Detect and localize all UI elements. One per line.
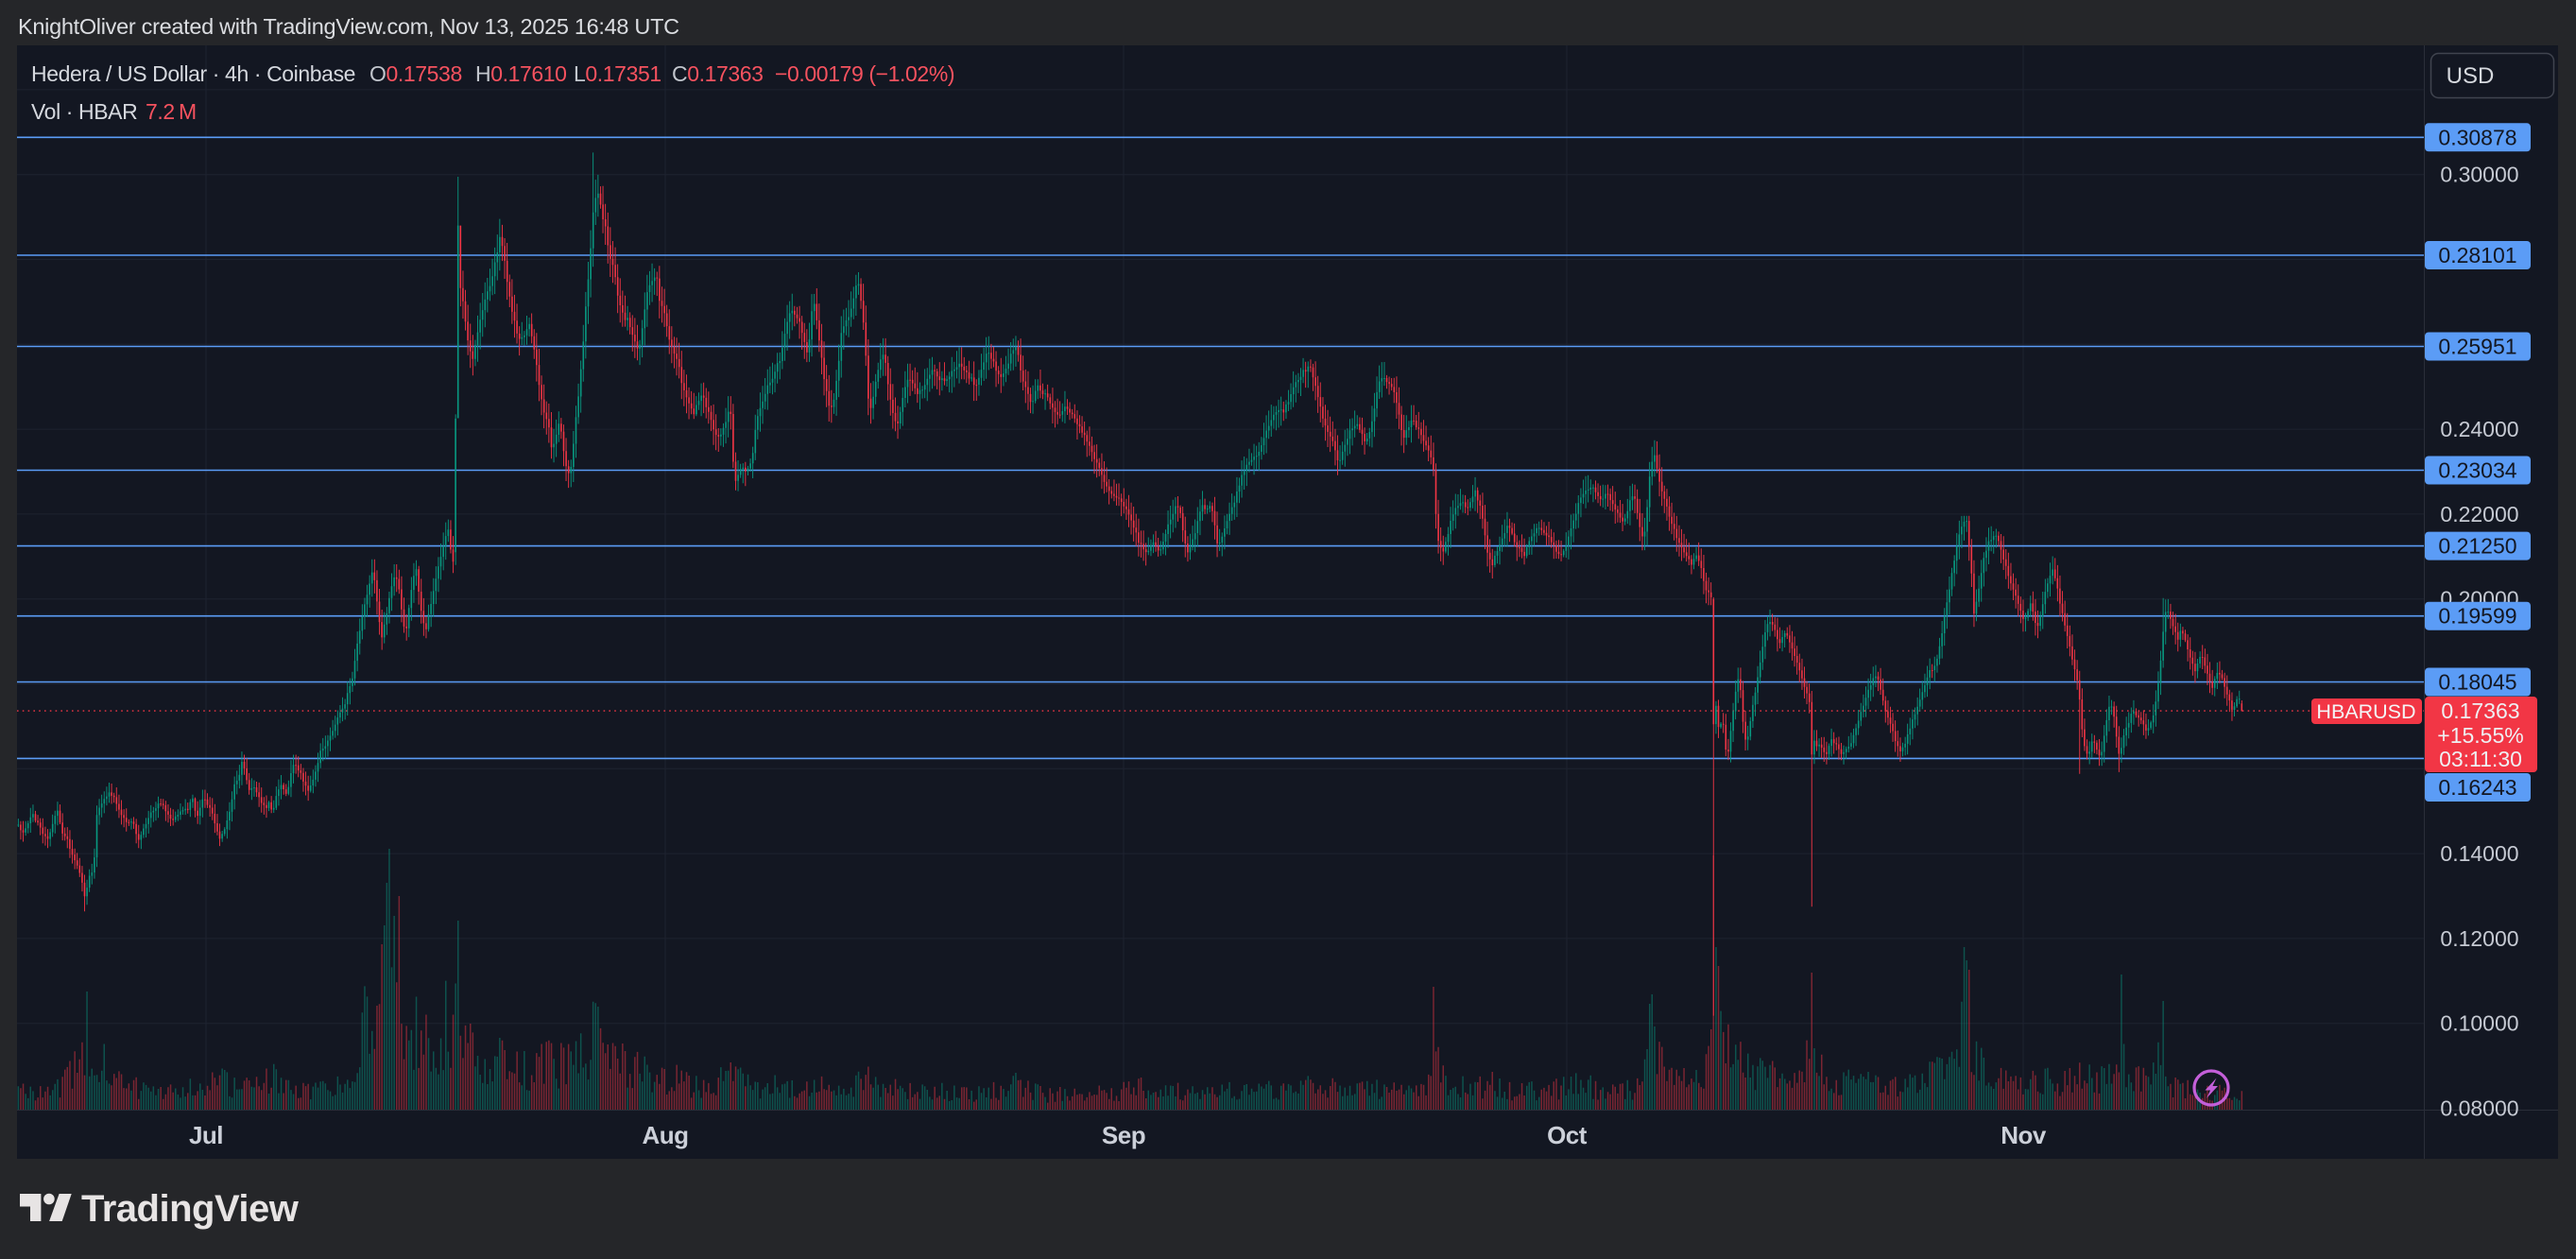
svg-text:Jul: Jul [189,1121,223,1149]
svg-text:0.19599: 0.19599 [2438,604,2516,629]
svg-text:Oct: Oct [1547,1121,1588,1149]
svg-text:0.17363: 0.17363 [2441,698,2519,723]
svg-text:Sep: Sep [1102,1121,1145,1149]
svg-text:0.25951: 0.25951 [2438,335,2516,359]
svg-text:03:11:30: 03:11:30 [2439,747,2522,771]
svg-text:0.08000: 0.08000 [2440,1096,2518,1121]
svg-text:0.24000: 0.24000 [2440,417,2518,441]
svg-text:C0.17363: C0.17363 [672,61,764,86]
svg-text:0.14000: 0.14000 [2440,841,2518,866]
svg-text:Aug: Aug [642,1121,688,1149]
svg-text:0.23034: 0.23034 [2438,458,2516,483]
svg-text:Vol · HBAR: Vol · HBAR [31,99,137,124]
svg-text:Nov: Nov [2001,1121,2047,1149]
svg-text:L0.17351: L0.17351 [574,61,661,86]
svg-text:0.18045: 0.18045 [2438,670,2516,695]
svg-text:+15.55%: +15.55% [2437,723,2523,748]
svg-text:−0.00179 (−1.02%): −0.00179 (−1.02%) [775,61,954,86]
svg-text:USD: USD [2447,63,2495,89]
svg-text:Hedera / US Dollar · 4h · Coin: Hedera / US Dollar · 4h · Coinbase [31,61,355,86]
svg-text:O0.17538: O0.17538 [369,61,462,86]
svg-text:0.12000: 0.12000 [2440,926,2518,951]
svg-text:0.30000: 0.30000 [2440,163,2518,187]
svg-text:KnightOliver created with Trad: KnightOliver created with TradingView.co… [18,14,679,39]
svg-text:0.10000: 0.10000 [2440,1011,2518,1036]
svg-text:0.30878: 0.30878 [2438,125,2516,149]
svg-text:HBARUSD: HBARUSD [2316,700,2415,723]
svg-text:H0.17610: H0.17610 [475,61,567,86]
svg-text:0.16243: 0.16243 [2438,775,2516,800]
svg-text:TradingView: TradingView [81,1188,300,1230]
svg-text:0.28101: 0.28101 [2438,243,2516,267]
svg-text:7.2 M: 7.2 M [146,99,197,124]
svg-text:0.22000: 0.22000 [2440,502,2518,526]
svg-text:0.21250: 0.21250 [2438,534,2516,559]
